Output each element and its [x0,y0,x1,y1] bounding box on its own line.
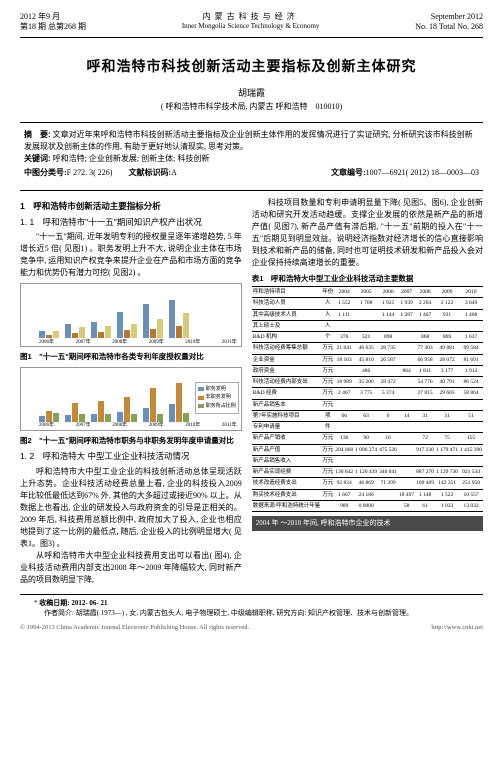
body-columns: 1 呼和浩特市创新活动主要指标分析 1. 1 呼和浩特市"十一五"期间知识产权产… [20,197,483,586]
classification-row: 中图分类号:F 272. 3( 226) 文献标识码:A 文章编号:1007—6… [24,167,479,178]
copyright-text: © 1994-2013 China Academic Journal Elect… [20,624,249,631]
copyright-line: © 1994-2013 China Academic Journal Elect… [20,624,483,631]
figure-2-caption: 图2 "十一五"期间呼和浩特市职务与非职务发明年度申请量对比 [20,435,242,446]
issn: 文章编号:1007—6921( 2012) 18—0003—03 [331,167,479,178]
header-left: 2012 年9 月 第18 期 总第268 期 [20,12,86,33]
section-1-1-heading: 1. 1 呼和浩特市"十一五"期间知识产权产出状况 [20,216,242,229]
author-bio: 作者简介: 胡瑞霞( 1973—) , 女, 内蒙古包头人, 电子物理硕士, 中… [20,609,483,619]
copyright-url: http://www.cnki.net [431,624,483,631]
section-1-2-heading: 1. 2 呼和浩特大 中型工业企业科技活动情况 [20,450,242,463]
para-2: 呼和浩特市大中型工业企业的科技创新活动总体呈现活跃上升态势。企业科技活动经费总量… [20,466,242,550]
page: 2012 年9 月 第18 期 总第268 期 内蒙古科技与经济 Inner M… [0,0,503,643]
journal-title-en: Inner Mongolia Science Technology & Econ… [182,22,320,31]
article-title: 呼和浩特市科技创新活动主要指标及创新主体研究 [20,56,483,76]
table-1-caption: 表1 呼和浩特大中型工业企业科技活动主要数据 [252,273,483,284]
clc: 中图分类号:F 272. 3( 226) 文献标识码:A [24,167,177,178]
issue-date-cn: 2012 年9 月 [20,12,86,22]
header-center: 内蒙古科技与经济 Inner Mongolia Science Technolo… [182,12,320,33]
para-3: 从呼和浩特市大中型企业科技费用支出可以看出( 图4), 企业科技活动费用内部支出… [20,550,242,586]
footnote-block: * 收稿日期: 2012- 06- 21 作者简介: 胡瑞霞( 1973—) ,… [20,594,483,619]
section-1-heading: 1 呼和浩特市创新活动主要指标分析 [20,200,242,213]
issue-date-en: September 2012 [415,12,483,22]
figure-2-chart: 2006年2007年2008年2009年2010年2011年 职务发明非职务发明… [20,367,242,431]
journal-title-cn: 内蒙古科技与经济 [182,12,320,22]
figure-1-caption: 图1 "十一五"期间呼和浩特市各类专利年度授权量对比 [20,351,242,362]
abstract-block: 摘 要: 文章对近年来呼和浩特市科技创新活动主要指标及企业创新主体作用的发挥情况… [20,122,483,191]
left-column: 1 呼和浩特市创新活动主要指标分析 1. 1 呼和浩特市"十一五"期间知识产权产… [20,197,242,586]
figure-2-legend: 职务发明非职务发明职务所占比例 [195,382,239,415]
header-right: September 2012 No. 18 Total No. 268 [415,12,483,33]
issue-number-en: No. 18 Total No. 268 [415,22,483,32]
issue-number: 第18 期 总第268 期 [20,22,86,32]
para-1: "十一五"期间, 近年发明专利的授权量呈逐年递增趋势, 5 年增长近5 倍( 见… [20,231,242,279]
right-column: 科技项目数量和专利申请明显量下降( 见图5、图6), 企业创新活动和研究开发活动… [252,197,483,586]
author-name: 胡瑞霞 [20,86,483,99]
received-date: * 收稿日期: 2012- 06- 21 [20,599,483,609]
column-footer-band: 2004 年 ～2010 年间, 呼和浩特市企业的技术 [252,516,483,531]
keywords-text: 呼和浩特; 企业创新发展; 创新主体; 科技创新 [53,154,210,163]
figure-1-chart: 2006年2007年2008年2009年2010年2011年 [20,283,242,347]
para-r1: 科技项目数量和专利申请明显量下降( 见图5、图6), 企业创新活动和研究开发活动… [252,197,483,269]
author-affiliation: ( 呼和浩特市科学技术局, 内蒙古 呼和浩特 010010) [20,101,483,112]
abstract-label: 摘 要: [24,130,51,139]
abstract-text: 文章对近年来呼和浩特市科技创新活动主要指标及企业创新主体作用的发挥情况进行了实证… [24,130,473,151]
table-1: 呼和浩特项目年份2004200520062007200820092010科技活动… [252,286,483,512]
keywords-label: 关键词: [24,154,51,163]
running-header: 2012 年9 月 第18 期 总第268 期 内蒙古科技与经济 Inner M… [20,12,483,38]
